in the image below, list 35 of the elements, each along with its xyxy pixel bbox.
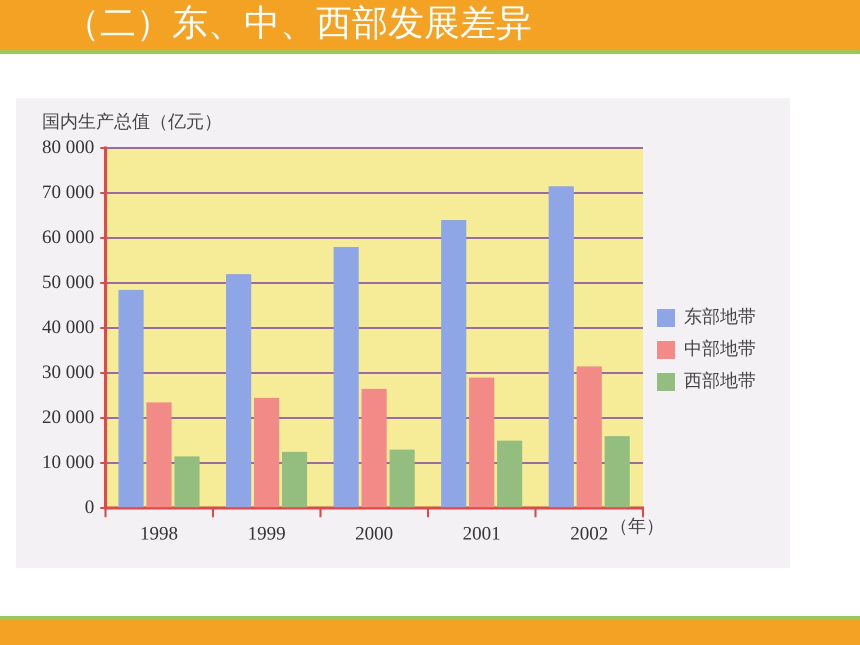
y-tick-label: 0	[84, 497, 94, 518]
bar	[334, 247, 359, 508]
x-tick-label: 2000	[355, 524, 394, 545]
y-tick-label: 80 000	[42, 136, 94, 158]
chart-title: （二）东、中、西部发展差异	[64, 2, 532, 46]
y-tick-label: 30 000	[42, 362, 94, 384]
legend-label: 西部地带	[684, 370, 756, 392]
y-tick-label: 60 000	[42, 227, 94, 248]
bar	[469, 378, 494, 508]
bar	[174, 456, 200, 508]
legend-label: 中部地带	[684, 338, 756, 360]
x-axis-title: （年）	[610, 516, 664, 537]
x-tick-label: 1998	[140, 524, 178, 545]
bar	[604, 436, 630, 508]
y-tick-label: 10 000	[42, 452, 94, 474]
bar	[146, 402, 172, 508]
legend-label: 东部地带	[684, 306, 756, 328]
bar	[497, 440, 522, 508]
bar	[576, 366, 602, 508]
bar	[548, 186, 574, 508]
bar	[226, 274, 252, 508]
x-tick-label: 1999	[248, 524, 286, 545]
bar	[441, 220, 466, 508]
y-tick-label: 70 000	[42, 182, 94, 204]
y-axis-title: 国内生产总值（亿元）	[42, 112, 222, 133]
bar	[390, 450, 415, 508]
y-tick-label: 20 000	[42, 407, 94, 428]
y-tick-label: 50 000	[42, 272, 94, 294]
bar	[118, 290, 144, 508]
x-tick-label: 2001	[462, 524, 501, 545]
bar	[282, 452, 308, 508]
bar	[254, 398, 280, 508]
y-tick-label: 40 000	[42, 317, 94, 338]
x-tick-label: 2002	[570, 524, 608, 545]
bar	[362, 388, 387, 508]
